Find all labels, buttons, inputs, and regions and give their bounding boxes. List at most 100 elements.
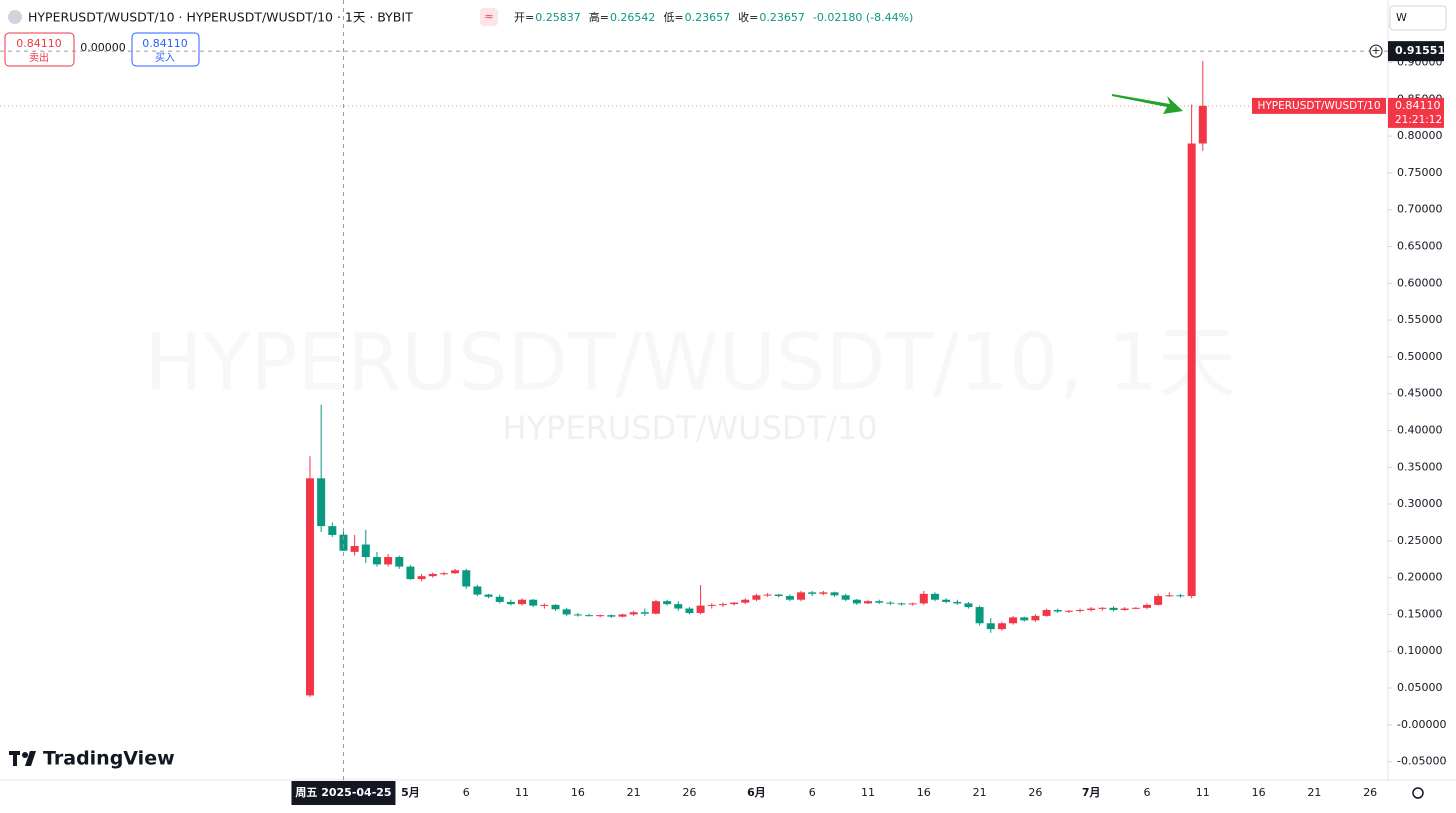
candle-body xyxy=(618,614,627,617)
x-tick-label: 5月 xyxy=(401,786,420,799)
candle-body xyxy=(1165,595,1174,597)
watermark: HYPERUSDT/WUSDT/10, 1天 xyxy=(144,318,1236,408)
add-alert-symbol: + xyxy=(1371,44,1380,57)
legend-value: 0.23657 xyxy=(759,11,805,24)
y-tick-label: 0.70000 xyxy=(1397,203,1443,216)
buy-price[interactable]: 0.84110 xyxy=(142,37,188,50)
candle-body xyxy=(1020,617,1029,621)
candle-body xyxy=(596,615,605,617)
candle-body xyxy=(819,592,828,594)
y-tick-label: 0.15000 xyxy=(1397,607,1443,620)
add-alert-button xyxy=(1369,44,1383,58)
settings-icon[interactable] xyxy=(1412,787,1424,799)
watermark-sub: HYPERUSDT/WUSDT/10 xyxy=(502,409,877,447)
candle-body xyxy=(1120,608,1129,611)
candle-body xyxy=(1042,610,1051,616)
last-countdown: 21:21:12 xyxy=(1395,114,1442,126)
legend-label: 开= xyxy=(514,11,534,24)
legend-label: 低= xyxy=(663,11,683,24)
candle-body xyxy=(774,594,783,597)
y-tick-label: 0.25000 xyxy=(1397,534,1443,547)
candle-body xyxy=(685,608,694,613)
candle-body xyxy=(875,601,884,603)
y-tick-label: -0.00000 xyxy=(1397,718,1446,731)
candle-body xyxy=(1087,608,1096,611)
buy-label[interactable]: 买入 xyxy=(155,52,175,64)
candle-body xyxy=(886,602,895,604)
x-tick-label: 6 xyxy=(463,786,470,799)
candle-body xyxy=(797,592,806,600)
candle-body xyxy=(607,615,616,617)
y-tick-label: 0.45000 xyxy=(1397,387,1443,400)
x-tick-label: 7月 xyxy=(1082,786,1101,799)
candle-body xyxy=(551,604,560,610)
last-name-bg xyxy=(1252,97,1386,114)
candle-body xyxy=(350,546,359,552)
candle-body xyxy=(864,601,872,604)
candle-body xyxy=(730,602,739,605)
candle-body xyxy=(830,592,839,596)
legend-label: 高= xyxy=(589,10,609,24)
candle-body xyxy=(964,603,973,608)
crosshair-y-label-bg xyxy=(1388,41,1444,62)
y-tick-label: 0.75000 xyxy=(1397,166,1443,179)
y-tick-label: 0.50000 xyxy=(1397,350,1443,363)
y-tick-label: 0.30000 xyxy=(1397,497,1443,510)
x-tick-label: 16 xyxy=(571,786,585,799)
interval-input-text[interactable]: W xyxy=(1396,11,1407,24)
sell-price[interactable]: 0.84110 xyxy=(16,37,62,50)
candle-body xyxy=(585,615,593,617)
logo-mark xyxy=(22,752,28,758)
y-tick-label: 0.10000 xyxy=(1397,644,1443,657)
candle-body xyxy=(785,596,794,600)
candle-body xyxy=(339,534,348,551)
candle-body xyxy=(562,609,571,615)
candle-body xyxy=(1198,105,1207,144)
candle-body xyxy=(529,599,538,606)
y-tick-label: 0.55000 xyxy=(1397,313,1443,326)
y-tick-label: 0.60000 xyxy=(1397,276,1443,289)
legend-value: 0.26542 xyxy=(610,11,656,24)
candle-body xyxy=(1098,607,1107,609)
candle-body xyxy=(1076,610,1085,612)
sell-button[interactable] xyxy=(4,32,75,67)
legend-value: 0.23657 xyxy=(685,11,731,24)
x-tick-label: 21 xyxy=(627,786,641,799)
x-tick-label: 6 xyxy=(1144,786,1151,799)
y-tick-label: 0.35000 xyxy=(1397,460,1443,473)
candle-body xyxy=(696,605,705,613)
candle-body xyxy=(1154,596,1163,605)
crosshair-y-label: 0.91551 xyxy=(1395,44,1445,57)
candle-body xyxy=(986,623,995,630)
x-tick-label: 6月 xyxy=(747,786,766,799)
buy-button[interactable] xyxy=(131,32,200,67)
y-tick-label: 0.20000 xyxy=(1397,571,1443,584)
candle-body xyxy=(919,593,928,604)
x-tick-label: 16 xyxy=(1252,786,1266,799)
legend-change: -0.02180 (-8.44%) xyxy=(813,11,913,24)
x-tick-label: 11 xyxy=(515,786,529,799)
candle-body xyxy=(473,586,482,595)
candle-body xyxy=(674,604,683,609)
candle-body xyxy=(395,557,404,567)
candle-body xyxy=(718,604,727,606)
last-price: 0.84110 xyxy=(1395,99,1441,112)
exchange-icon-symbol: ≈ xyxy=(484,10,493,23)
exchange-icon xyxy=(480,8,498,26)
candle-body xyxy=(752,595,761,600)
candle-body xyxy=(406,566,415,580)
candle-body xyxy=(439,573,448,575)
candle-body xyxy=(942,599,951,602)
interval-input[interactable] xyxy=(1389,5,1447,31)
sell-label[interactable]: 卖出 xyxy=(29,51,49,64)
candle-body xyxy=(841,595,850,600)
candle-body xyxy=(663,601,672,605)
legend-label: 收= xyxy=(738,10,758,24)
candle-body xyxy=(417,576,426,580)
chart-title[interactable]: HYPERUSDT/WUSDT/10 · HYPERUSDT/WUSDT/10 … xyxy=(28,10,413,25)
crosshair-x-label-bg xyxy=(291,781,396,805)
logo-mark xyxy=(25,751,36,766)
candle-body xyxy=(361,544,370,558)
candle-body xyxy=(518,599,527,605)
candle-body xyxy=(1009,617,1018,624)
